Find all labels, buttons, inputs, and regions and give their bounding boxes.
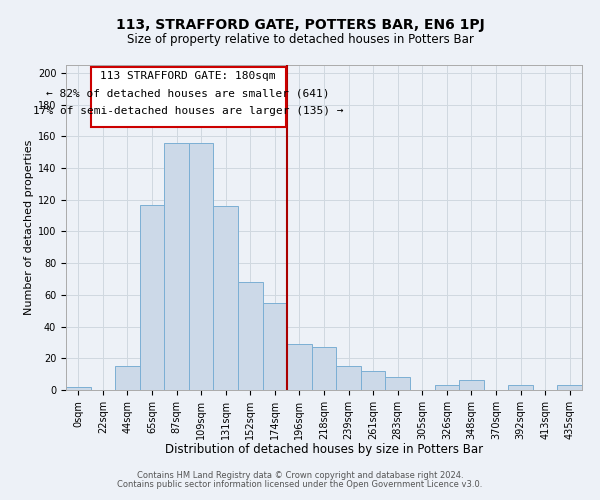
Bar [140, 204, 164, 390]
Bar [459, 380, 484, 390]
Bar [66, 387, 91, 390]
Text: Size of property relative to detached houses in Potters Bar: Size of property relative to detached ho… [127, 32, 473, 46]
Bar [164, 142, 189, 390]
Text: Contains public sector information licensed under the Open Government Licence v3: Contains public sector information licen… [118, 480, 482, 489]
Bar [361, 371, 385, 390]
FancyBboxPatch shape [91, 66, 286, 127]
Bar [263, 303, 287, 390]
X-axis label: Distribution of detached houses by size in Potters Bar: Distribution of detached houses by size … [165, 444, 483, 456]
Bar [312, 347, 336, 390]
Text: 17% of semi-detached houses are larger (135) →: 17% of semi-detached houses are larger (… [33, 106, 343, 116]
Bar [287, 344, 312, 390]
Bar [508, 385, 533, 390]
Text: 113 STRAFFORD GATE: 180sqm: 113 STRAFFORD GATE: 180sqm [100, 72, 276, 82]
Text: ← 82% of detached houses are smaller (641): ← 82% of detached houses are smaller (64… [46, 88, 330, 99]
Bar [115, 366, 140, 390]
Bar [238, 282, 263, 390]
Bar [189, 142, 214, 390]
Bar [434, 385, 459, 390]
Bar [336, 366, 361, 390]
Bar [214, 206, 238, 390]
Bar [557, 385, 582, 390]
Text: 113, STRAFFORD GATE, POTTERS BAR, EN6 1PJ: 113, STRAFFORD GATE, POTTERS BAR, EN6 1P… [116, 18, 484, 32]
Text: Contains HM Land Registry data © Crown copyright and database right 2024.: Contains HM Land Registry data © Crown c… [137, 471, 463, 480]
Y-axis label: Number of detached properties: Number of detached properties [23, 140, 34, 315]
Bar [385, 378, 410, 390]
